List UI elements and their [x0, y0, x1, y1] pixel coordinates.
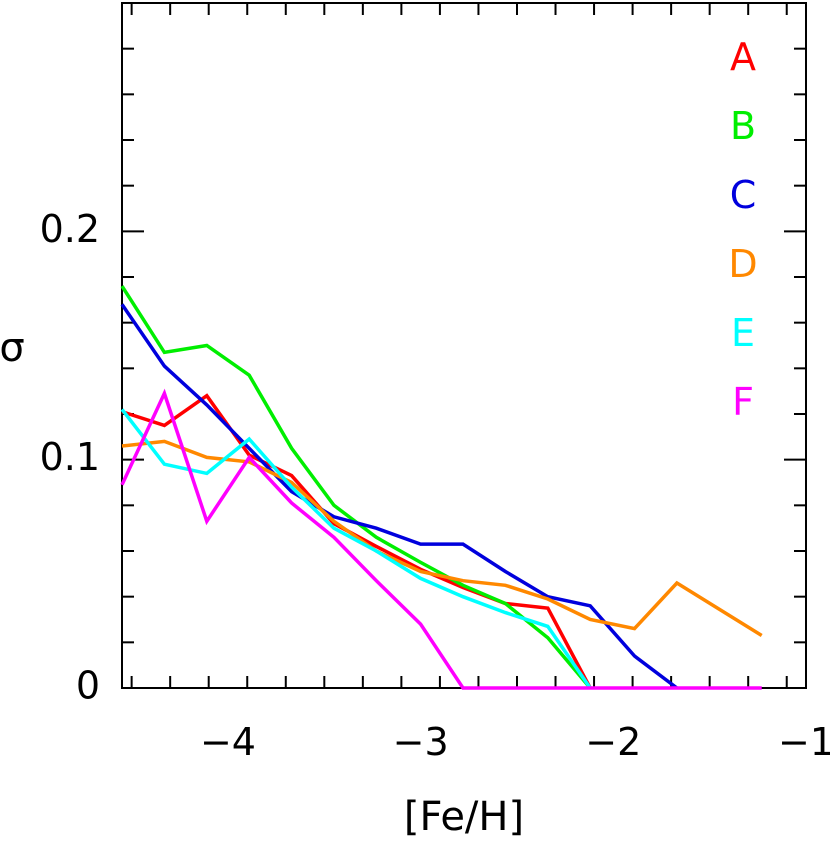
x-tick-label: −2	[585, 720, 641, 764]
tick-labels: −4 −3 −2 −1 0 0.1 0.2	[40, 207, 830, 764]
x-tick-label: −4	[200, 720, 256, 764]
legend-entry-b: B	[730, 104, 756, 148]
legend-entry-f: F	[732, 380, 754, 424]
legend-entry-a: A	[730, 35, 756, 79]
x-tick-label: −1	[778, 720, 830, 764]
x-axis-label: [Fe/H]	[404, 794, 524, 840]
y-tick-label: 0	[76, 664, 100, 708]
legend-entry-e: E	[731, 311, 755, 355]
series-line-d	[121, 439, 763, 637]
x-tick-label: −3	[393, 720, 449, 764]
series-line-f	[120, 388, 762, 690]
legend-entry-d: D	[728, 242, 757, 286]
y-tick-label: 0.2	[40, 207, 100, 251]
y-tick-label: 0.1	[40, 435, 100, 479]
y-axis-label: σ	[0, 325, 25, 371]
axis-ticks	[122, 2, 806, 689]
series-line-c	[120, 303, 678, 690]
series-lines	[120, 285, 763, 690]
series-line-e	[120, 408, 592, 689]
legend-entry-c: C	[730, 173, 757, 217]
series-line-b	[120, 285, 592, 690]
